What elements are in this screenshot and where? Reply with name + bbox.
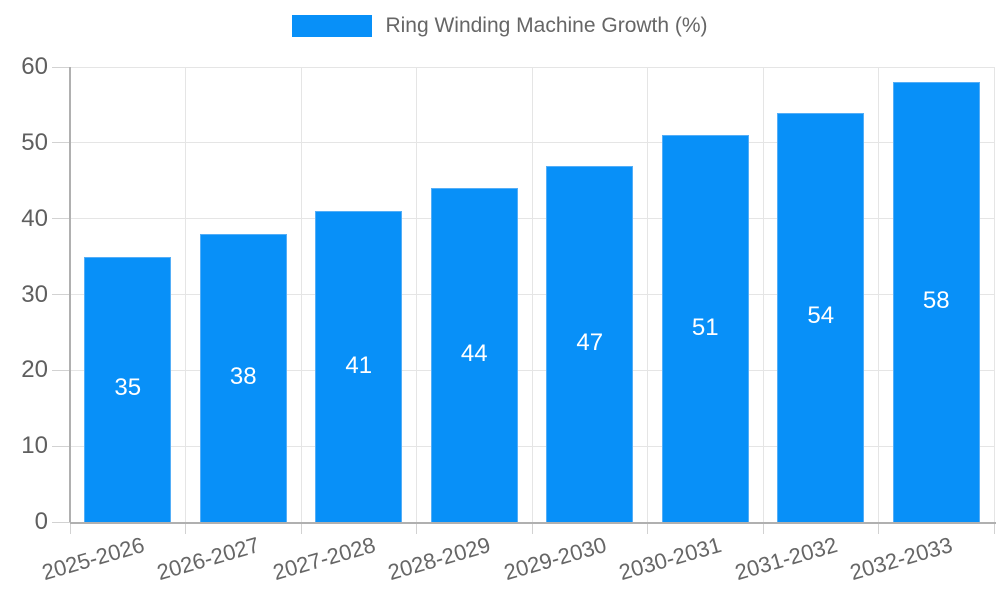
x-axis-tick bbox=[647, 522, 648, 534]
y-axis-line bbox=[69, 67, 71, 522]
bar-value-label: 35 bbox=[114, 374, 142, 402]
y-axis-tick-label: 50 bbox=[21, 128, 48, 156]
bar-value-label: 38 bbox=[229, 362, 257, 390]
y-axis-tick bbox=[52, 142, 70, 144]
x-gridline bbox=[993, 67, 995, 522]
x-gridline bbox=[300, 67, 302, 522]
x-axis-line bbox=[70, 522, 996, 524]
x-axis-tick bbox=[878, 522, 879, 534]
bar[interactable] bbox=[84, 256, 172, 522]
bar-value-label: 51 bbox=[691, 313, 719, 341]
x-axis-tick-label: 2030-2031 bbox=[616, 532, 725, 586]
x-axis-tick-label: 2025-2026 bbox=[38, 532, 147, 586]
y-axis-tick bbox=[52, 218, 70, 220]
bar-value-label: 58 bbox=[922, 287, 950, 315]
x-axis-tick bbox=[416, 522, 417, 534]
x-axis-tick bbox=[185, 522, 186, 534]
x-axis-tick-label: 2027-2028 bbox=[269, 532, 378, 586]
y-axis-tick-label: 20 bbox=[21, 356, 48, 384]
x-gridline bbox=[647, 67, 648, 522]
y-axis-tick bbox=[52, 294, 70, 295]
bar-value-label: 44 bbox=[460, 340, 488, 368]
y-axis-tick bbox=[52, 445, 70, 447]
y-axis-tick-label: 10 bbox=[21, 432, 48, 460]
bar-value-label: 54 bbox=[807, 302, 835, 330]
legend-swatch bbox=[292, 15, 373, 37]
bar-value-label: 47 bbox=[576, 328, 604, 356]
x-gridline bbox=[762, 67, 764, 522]
y-axis-tick-label: 30 bbox=[21, 280, 48, 308]
y-axis-tick-label: 0 bbox=[34, 508, 48, 535]
bar[interactable] bbox=[430, 188, 518, 522]
bar[interactable] bbox=[199, 233, 287, 522]
x-gridline bbox=[185, 67, 186, 522]
y-axis-tick bbox=[52, 521, 70, 523]
legend[interactable]: Ring Winding Machine Growth (%) bbox=[0, 14, 1000, 38]
x-gridline bbox=[878, 67, 879, 522]
x-axis-tick-label: 2029-2030 bbox=[500, 532, 609, 586]
x-axis-tick-label: 2028-2029 bbox=[385, 532, 494, 586]
legend-label: Ring Winding Machine Growth (%) bbox=[385, 14, 708, 37]
x-gridline bbox=[416, 67, 417, 522]
bar[interactable] bbox=[892, 82, 980, 522]
x-axis-tick bbox=[531, 522, 533, 534]
x-axis-tick-label: 2031-2032 bbox=[731, 532, 840, 586]
x-gridline bbox=[531, 67, 533, 522]
y-axis-tick bbox=[52, 369, 70, 371]
bar[interactable] bbox=[661, 135, 749, 522]
x-axis-tick-label: 2026-2027 bbox=[154, 532, 263, 586]
x-axis-tick bbox=[993, 522, 995, 534]
bar[interactable] bbox=[546, 165, 634, 522]
bar[interactable] bbox=[777, 112, 865, 522]
x-axis-tick bbox=[762, 522, 764, 534]
bar[interactable] bbox=[315, 211, 403, 522]
x-axis-tick bbox=[69, 522, 71, 534]
y-axis-tick-label: 40 bbox=[21, 204, 48, 232]
y-axis-tick bbox=[52, 66, 70, 68]
x-axis-tick bbox=[300, 522, 302, 534]
bar-value-label: 41 bbox=[345, 351, 373, 379]
x-axis-tick-label: 2032-2033 bbox=[847, 532, 956, 586]
y-axis-tick-label: 60 bbox=[21, 53, 48, 80]
